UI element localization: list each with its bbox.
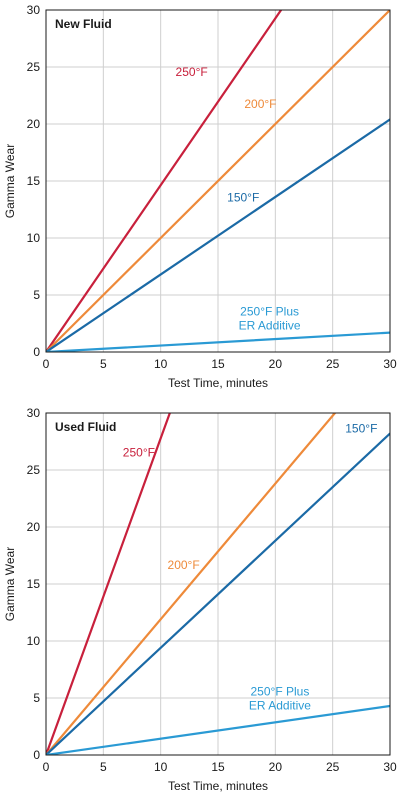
y-tick-label: 30	[27, 3, 41, 17]
y-tick-label: 20	[27, 520, 41, 534]
series-label-0: 250°F	[176, 65, 208, 79]
series-label-2: 150°F	[227, 191, 259, 205]
y-tick-label: 5	[33, 691, 40, 705]
series-label-1: 200°F	[168, 558, 200, 572]
y-axis-title: Gamma Wear	[3, 144, 17, 218]
series-line-2	[46, 118, 390, 352]
x-tick-label: 25	[326, 760, 340, 774]
chart-new-fluid: 0 5 10 15 20 25 30 0 5 10 15 20 25 30 Test Time, minut…	[3, 3, 397, 390]
x-tick-label: 0	[43, 760, 50, 774]
y-tick-label: 15	[27, 174, 41, 188]
x-tick-label: 20	[269, 760, 283, 774]
x-axis-title: Test Time, minutes	[168, 779, 268, 793]
series-label-3: 250°F Plus	[240, 305, 299, 319]
y-tick-label: 30	[27, 406, 41, 420]
y-axis-title: Gamma Wear	[3, 547, 17, 621]
chart-used-fluid-frame	[45, 412, 391, 756]
chart-new-fluid-series	[46, 10, 390, 352]
x-tick-label: 25	[326, 357, 340, 371]
panel-label: Used Fluid	[55, 420, 116, 434]
series-line-1	[46, 413, 337, 755]
y-tick-label: 15	[27, 577, 41, 591]
series-label-2: 150°F	[345, 421, 377, 435]
series-label-3: ER Additive	[239, 319, 301, 333]
y-tick-label: 25	[27, 463, 41, 477]
series-line-0	[46, 10, 283, 352]
x-tick-label: 5	[100, 760, 107, 774]
chart-used-fluid-gridlines	[46, 413, 390, 755]
series-line-1	[46, 10, 390, 352]
x-tick-label: 10	[154, 760, 168, 774]
y-tick-label: 10	[27, 231, 41, 245]
series-label-1: 200°F	[244, 97, 276, 111]
y-tick-label: 0	[33, 345, 40, 359]
panel-label: New Fluid	[55, 17, 112, 31]
x-tick-label: 0	[43, 357, 50, 371]
y-tick-label: 10	[27, 634, 41, 648]
y-tick-label: 20	[27, 117, 41, 131]
series-line-3	[46, 704, 390, 755]
x-tick-label: 20	[269, 357, 283, 371]
x-tick-label: 30	[383, 357, 397, 371]
chart-new-fluid-frame	[45, 9, 391, 353]
series-line-3	[46, 331, 390, 352]
y-tick-label: 0	[33, 748, 40, 762]
x-tick-label: 10	[154, 357, 168, 371]
y-tick-label: 5	[33, 288, 40, 302]
series-label-3: ER Additive	[249, 699, 311, 713]
y-tick-label: 25	[27, 60, 41, 74]
x-axis-title: Test Time, minutes	[168, 376, 268, 390]
x-tick-label: 5	[100, 357, 107, 371]
series-label-3: 250°F Plus	[251, 685, 310, 699]
series-line-2	[46, 432, 390, 755]
x-tick-label: 15	[211, 357, 225, 371]
chart-used-fluid-series	[46, 413, 390, 755]
series-line-0	[46, 413, 171, 755]
chart-used-fluid: 0 5 10 15 20 25 30 0 5 10 15 20 25 30 Test Time, minut…	[3, 406, 397, 793]
x-tick-label: 15	[211, 760, 225, 774]
series-label-0: 250°F	[123, 445, 155, 459]
x-tick-label: 30	[383, 760, 397, 774]
